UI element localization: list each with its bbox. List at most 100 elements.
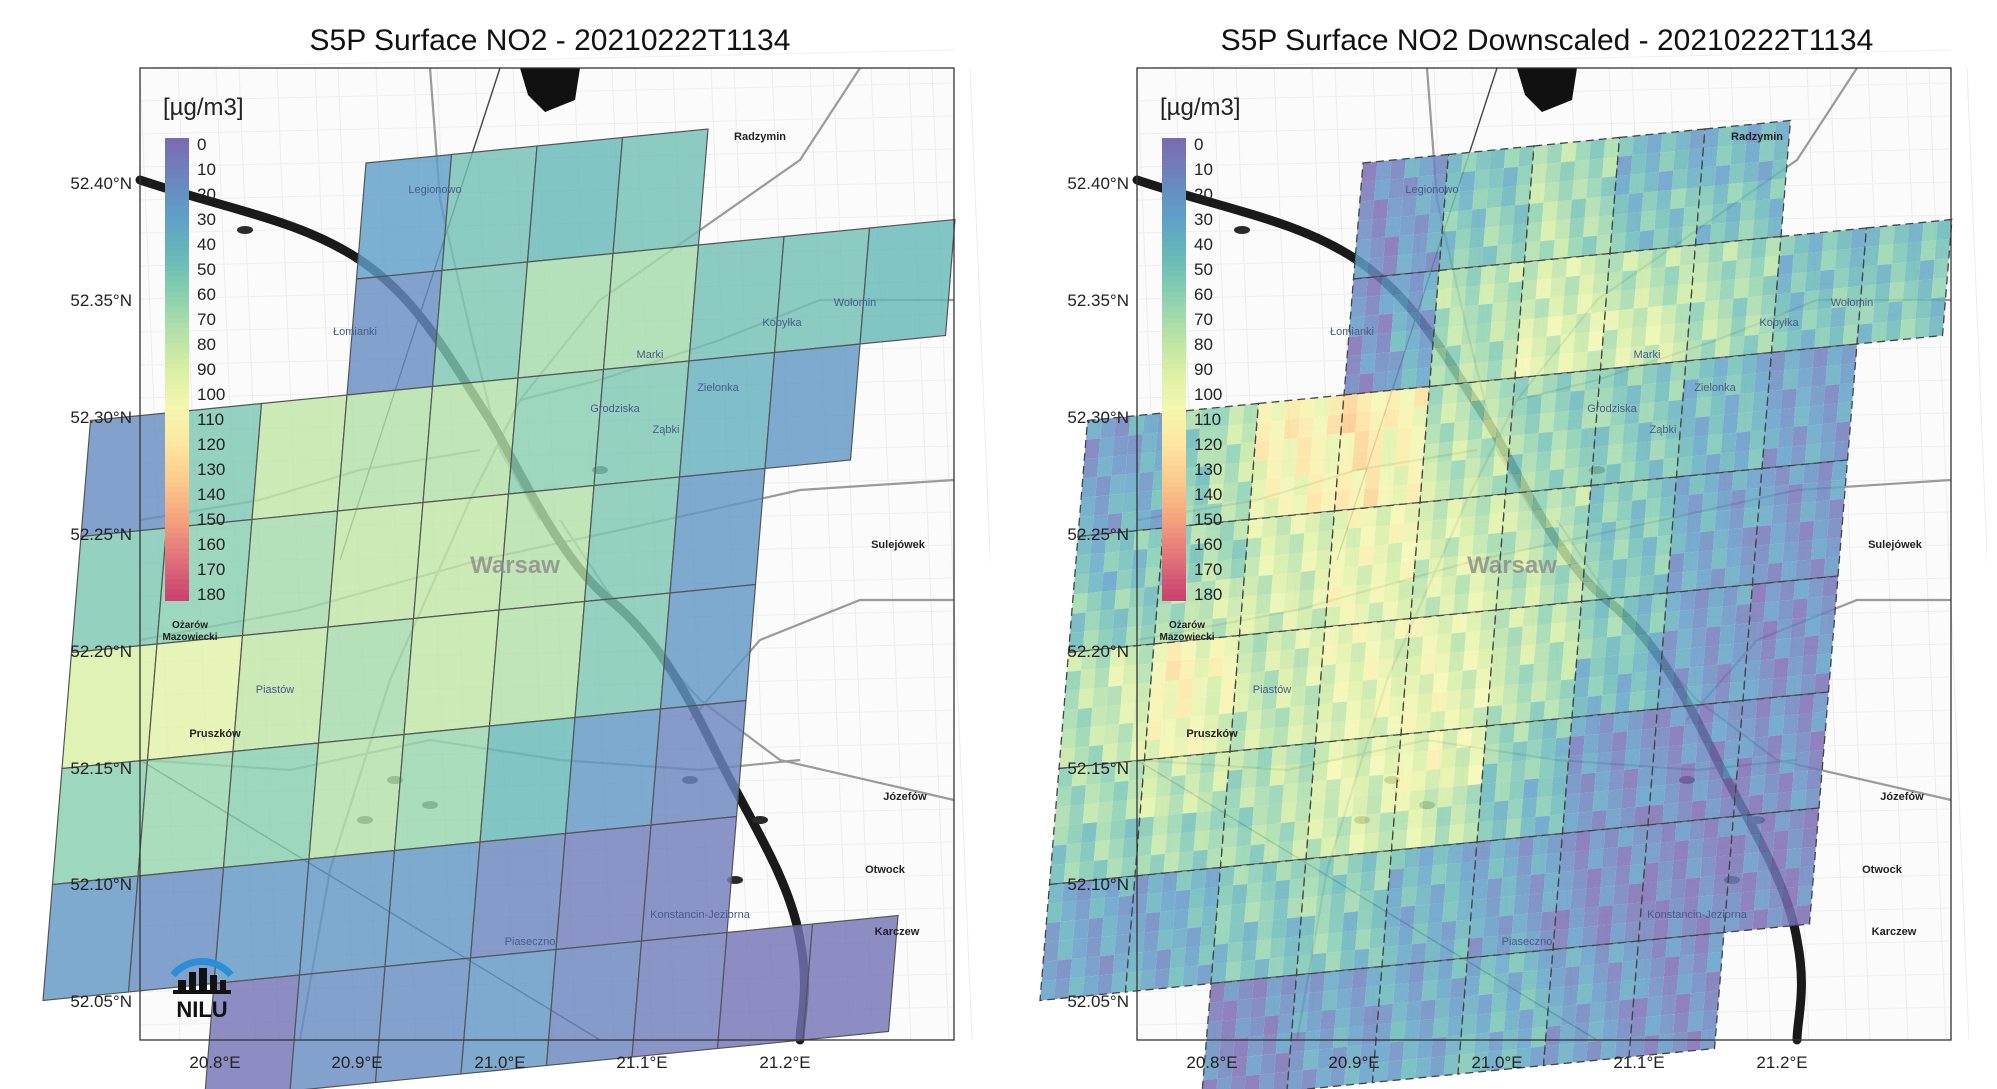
no2-pixel <box>1716 835 1732 857</box>
no2-pixel <box>1784 522 1800 543</box>
no2-pixel <box>1176 697 1192 719</box>
no2-pixel <box>1464 803 1481 825</box>
no2-pixel <box>1060 728 1077 750</box>
no2-pixel <box>1766 562 1783 584</box>
no2-pixel <box>1532 1007 1549 1029</box>
no2-pixel <box>1198 427 1215 448</box>
no2-pixel <box>1744 487 1761 509</box>
colorbar-segment <box>1162 384 1186 391</box>
no2-pixel <box>1738 910 1755 932</box>
no2-pixel <box>1185 581 1202 603</box>
no2-pixel <box>1136 835 1153 857</box>
no2-pixel <box>1591 982 1607 1004</box>
no2-pixel <box>1792 425 1808 447</box>
no2-grid-cell <box>583 476 681 603</box>
no2-pixel <box>1344 374 1360 395</box>
no2-pixel <box>1663 438 1680 460</box>
no2-pixel <box>1515 529 1531 551</box>
no2-pixel <box>1375 160 1392 181</box>
no2-pixel <box>1635 613 1652 635</box>
colorbar-segment <box>1162 553 1186 560</box>
no2-pixel <box>1712 184 1729 205</box>
no2-pixel <box>1108 838 1124 860</box>
no2-pixel <box>1211 790 1227 811</box>
no2-pixel <box>1703 472 1720 494</box>
no2-pixel <box>1214 406 1230 428</box>
no2-pixel <box>1154 795 1170 817</box>
colorbar-segment <box>1162 548 1186 555</box>
no2-pixel <box>1111 454 1128 476</box>
no2-pixel <box>1548 296 1565 318</box>
no2-pixel <box>1396 944 1413 966</box>
no2-pixel <box>1792 253 1808 274</box>
no2-pixel <box>1388 695 1405 717</box>
no2-pixel <box>1644 497 1661 519</box>
no2-pixel <box>1332 1027 1349 1049</box>
no2-pixel <box>1111 627 1128 649</box>
no2-pixel <box>1337 624 1354 645</box>
no2-pixel <box>1353 430 1370 452</box>
no2-pixel <box>1420 309 1436 330</box>
no2-pixel <box>1309 454 1325 476</box>
no2-pixel <box>1549 622 1566 643</box>
no2-pixel <box>1777 427 1794 448</box>
axes: 52.40°N52.35°N52.30°N52.25°N52.20°N52.15… <box>1067 67 1952 1072</box>
x-tick-label: 21.1°E <box>616 1053 667 1072</box>
no2-pixel <box>1130 568 1147 589</box>
no2-pixel <box>1543 354 1560 376</box>
no2-pixel <box>1109 474 1126 495</box>
no2-pixel <box>1803 635 1819 657</box>
no2-pixel <box>1404 1020 1420 1041</box>
colorbar-segment <box>165 276 189 283</box>
colorbar-segment <box>165 384 189 391</box>
no2-pixel <box>1502 511 1519 533</box>
colorbar-segment <box>165 543 189 550</box>
no2-grid-cell <box>355 153 453 280</box>
no2-pixel <box>1598 368 1615 389</box>
no2-pixel <box>1247 518 1264 539</box>
no2-pixel <box>1488 513 1504 535</box>
no2-pixel <box>1426 404 1443 426</box>
no2-pixel <box>1470 898 1487 920</box>
no2-pixel <box>1673 149 1690 171</box>
no2-pixel <box>1203 886 1219 908</box>
colorbar-segment <box>1162 461 1186 468</box>
no2-pixel <box>1773 657 1789 679</box>
no2-pixel <box>1388 350 1405 372</box>
no2-pixel <box>1168 621 1185 643</box>
no2-pixel <box>1255 766 1272 788</box>
no2-pixel <box>1847 266 1864 288</box>
no2-pixel <box>1708 587 1724 609</box>
map-frame <box>139 67 955 1041</box>
no2-pixel <box>1093 667 1110 689</box>
no2-pixel <box>1763 428 1780 450</box>
no2-pixel <box>1293 647 1310 669</box>
minor-road <box>139 115 955 135</box>
no2-pixel <box>1141 432 1158 454</box>
no2-pixel <box>1473 859 1490 881</box>
no2-pixel <box>1804 443 1821 465</box>
no2-pixel <box>1353 258 1370 279</box>
no2-pixel <box>1188 715 1205 737</box>
no2-pixel <box>1214 751 1230 773</box>
no2-pixel <box>1459 861 1476 883</box>
no2-pixel <box>1622 423 1639 444</box>
no2-pixel <box>1458 535 1474 557</box>
colorbar-segment <box>1162 440 1186 447</box>
colorbar-tick-label: 30 <box>1194 210 1213 229</box>
no2-pixel <box>1367 947 1384 968</box>
no2-pixel <box>1530 854 1547 875</box>
no2-pixel <box>1795 732 1812 753</box>
no2-pixel <box>1605 635 1622 657</box>
no2-pixel <box>1602 329 1618 351</box>
no2-pixel <box>1461 151 1477 173</box>
no2-pixel <box>1223 462 1240 484</box>
no2-pixel <box>1347 335 1363 357</box>
no2-pixel <box>1720 777 1737 799</box>
no2-pixel <box>1603 310 1620 331</box>
no2-pixel <box>1125 453 1142 475</box>
no2-pixel <box>1245 710 1262 731</box>
colorbar-tick-label: 40 <box>197 235 216 254</box>
place-label: Otwock <box>865 864 906 876</box>
no2-pixel <box>1059 747 1075 769</box>
